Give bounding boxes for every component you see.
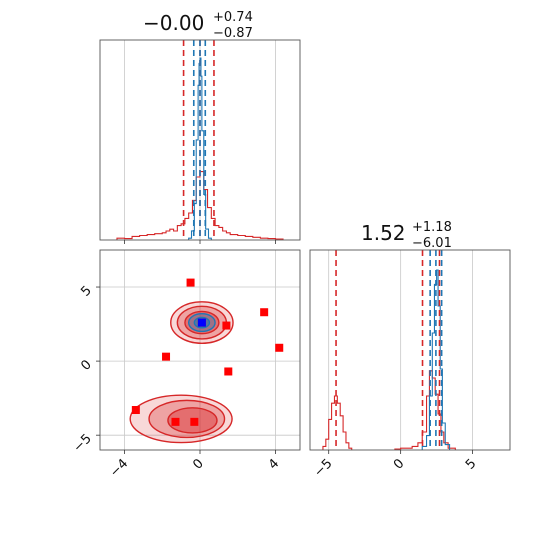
x-tick-label-0: −5 bbox=[311, 456, 335, 480]
sample-point-6 bbox=[131, 406, 140, 414]
sample-point-4 bbox=[275, 343, 284, 352]
joint-contour-panel: −4 0 4 −5 0 5 bbox=[71, 249, 301, 480]
sample-point-3 bbox=[260, 308, 269, 317]
quantile-lines bbox=[335, 250, 443, 450]
panel-frame bbox=[309, 249, 511, 451]
y-axis-ticks: −5 0 5 bbox=[71, 283, 100, 456]
x-tick-label-0: −4 bbox=[107, 456, 131, 480]
x-axis-ticks: −4 0 4 bbox=[107, 450, 282, 480]
grid-lines bbox=[328, 250, 473, 450]
marginal-title-0: −0.00 +0.74 −0.87 bbox=[143, 10, 253, 41]
sample-point-7 bbox=[171, 417, 180, 426]
x-tick-label-1: 0 bbox=[391, 456, 407, 472]
x-axis-ticks: −5 0 5 bbox=[311, 450, 479, 480]
x-tick-label-2: 5 bbox=[463, 456, 479, 472]
sample-point-5 bbox=[224, 367, 233, 376]
marginal-histogram-1: −5 0 5 bbox=[309, 249, 511, 480]
tick-marks bbox=[124, 240, 276, 244]
title-1-value: 1.52 bbox=[361, 221, 406, 245]
y-tick-label-2: 5 bbox=[78, 283, 94, 299]
title-0-value: −0.00 bbox=[143, 11, 204, 35]
title-1-plus: +1.18 bbox=[412, 220, 452, 235]
title-1-minus: −6.01 bbox=[412, 236, 452, 251]
density-contours bbox=[129, 301, 234, 444]
sample-point-2 bbox=[222, 321, 231, 330]
sample-point-1 bbox=[162, 352, 171, 361]
title-0-minus: −0.87 bbox=[213, 26, 253, 41]
quantile-lines bbox=[182, 40, 215, 240]
marginal-histogram-0 bbox=[99, 39, 301, 244]
y-tick-label-1: 0 bbox=[78, 357, 94, 373]
grid-lines bbox=[100, 250, 300, 450]
x-tick-label-2: 4 bbox=[266, 456, 282, 472]
marginal-title-1: 1.52 +1.18 −6.01 bbox=[361, 220, 452, 251]
x-tick-label-1: 0 bbox=[190, 456, 206, 472]
title-0-plus: +0.74 bbox=[213, 10, 253, 25]
truth-marker bbox=[197, 318, 206, 327]
sample-point-0 bbox=[186, 278, 195, 287]
histogram-red bbox=[116, 171, 284, 240]
y-tick-label-0: −5 bbox=[71, 431, 95, 455]
sample-points bbox=[131, 278, 284, 426]
histogram-blue bbox=[421, 269, 451, 450]
sample-point-8 bbox=[190, 417, 199, 426]
